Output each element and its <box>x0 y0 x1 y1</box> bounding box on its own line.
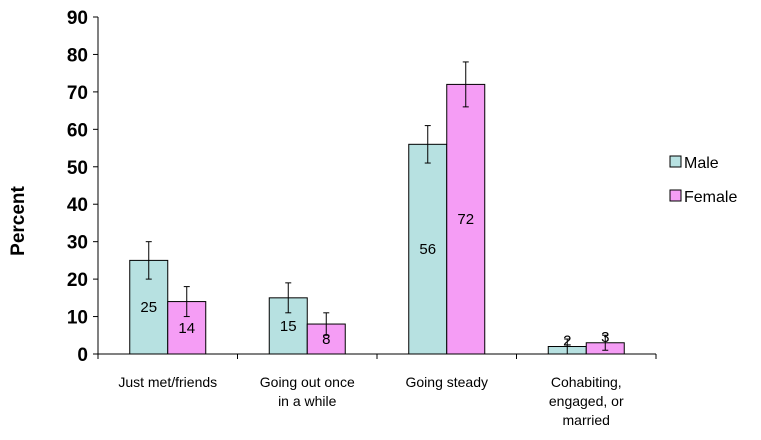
error-bar <box>323 312 330 336</box>
data-label: 14 <box>178 320 195 337</box>
data-label: 8 <box>322 331 330 348</box>
y-axis: 0 10 20 30 40 50 60 70 80 90 <box>67 8 99 366</box>
legend-item-male: Male <box>669 155 719 172</box>
data-label: 15 <box>280 318 297 335</box>
error-bar <box>183 286 190 318</box>
data-label: 56 <box>419 241 436 258</box>
error-bar <box>285 282 292 314</box>
y-tick-label: 10 <box>67 308 88 329</box>
error-bar <box>145 241 152 280</box>
y-tick-label: 60 <box>67 120 88 141</box>
error-bar <box>602 334 609 351</box>
x-tick-label: Cohabiting, <box>551 374 622 390</box>
y-tick-label: 90 <box>67 8 88 29</box>
y-tick-label: 70 <box>67 83 88 104</box>
plot-area: 25 14 15 8 56 72 2 3 <box>129 61 625 355</box>
legend-swatch <box>669 189 682 202</box>
x-tick-label: Going steady <box>406 374 489 390</box>
legend-swatch <box>669 155 682 168</box>
y-tick-label: 80 <box>67 45 88 66</box>
bar-male <box>408 143 448 355</box>
y-tick-label: 20 <box>67 270 88 291</box>
x-tick-label: Just met/friends <box>118 374 217 390</box>
y-axis-title: Percent <box>8 185 29 255</box>
error-bar <box>424 125 431 164</box>
legend: Male Female <box>669 155 737 206</box>
x-axis: Just met/friends Going out once in a while… <box>97 353 657 428</box>
y-tick-label: 50 <box>67 158 88 179</box>
x-tick-label: married <box>563 412 610 428</box>
bar-female <box>306 323 346 355</box>
legend-label: Female <box>684 189 737 206</box>
y-tick-label: 30 <box>67 233 88 254</box>
legend-item-female: Female <box>669 189 737 206</box>
x-tick-label: in a while <box>278 393 337 409</box>
data-label: 2 <box>563 333 571 350</box>
error-bar <box>462 61 469 108</box>
data-label: 3 <box>601 329 609 346</box>
x-tick-label: engaged, or <box>549 393 624 409</box>
y-tick-label: 40 <box>67 195 88 216</box>
data-label: 25 <box>140 299 157 316</box>
bar-female <box>446 83 486 355</box>
x-tick-label: Going out once <box>260 374 355 390</box>
legend-label: Male <box>684 155 719 172</box>
data-label: 72 <box>457 211 474 228</box>
y-tick-label: 0 <box>77 345 88 366</box>
